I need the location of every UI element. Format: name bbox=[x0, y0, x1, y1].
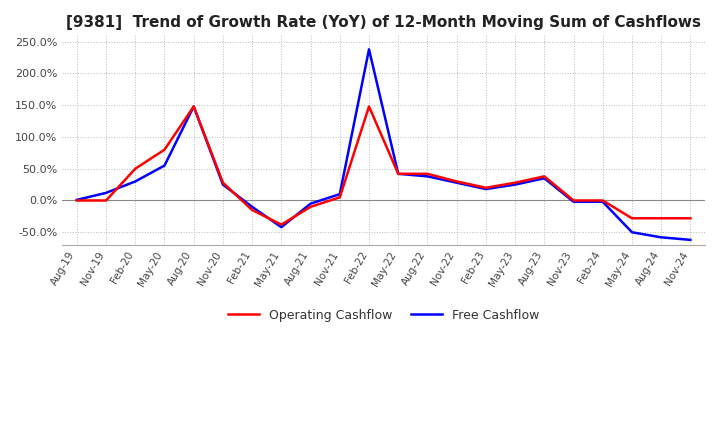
Operating Cashflow bbox=[452, 179, 461, 184]
Operating Cashflow bbox=[189, 104, 198, 109]
Operating Cashflow bbox=[306, 204, 315, 209]
Operating Cashflow bbox=[365, 104, 374, 109]
Free Cashflow bbox=[160, 163, 168, 168]
Operating Cashflow bbox=[628, 216, 636, 221]
Free Cashflow bbox=[510, 182, 519, 187]
Line: Operating Cashflow: Operating Cashflow bbox=[77, 106, 690, 225]
Free Cashflow bbox=[73, 197, 81, 202]
Free Cashflow bbox=[598, 199, 607, 205]
Operating Cashflow bbox=[540, 174, 549, 179]
Free Cashflow bbox=[219, 182, 228, 187]
Line: Free Cashflow: Free Cashflow bbox=[77, 49, 690, 240]
Operating Cashflow bbox=[394, 171, 402, 176]
Free Cashflow bbox=[277, 224, 286, 230]
Operating Cashflow bbox=[102, 198, 110, 203]
Free Cashflow bbox=[452, 180, 461, 185]
Operating Cashflow bbox=[219, 180, 228, 185]
Free Cashflow bbox=[306, 201, 315, 206]
Operating Cashflow bbox=[160, 147, 168, 152]
Free Cashflow bbox=[365, 47, 374, 52]
Free Cashflow bbox=[657, 235, 665, 240]
Operating Cashflow bbox=[510, 180, 519, 185]
Free Cashflow bbox=[570, 199, 578, 205]
Operating Cashflow bbox=[277, 222, 286, 227]
Free Cashflow bbox=[189, 104, 198, 109]
Operating Cashflow bbox=[657, 216, 665, 221]
Free Cashflow bbox=[248, 204, 256, 209]
Free Cashflow bbox=[131, 179, 140, 184]
Operating Cashflow bbox=[73, 198, 81, 203]
Operating Cashflow bbox=[423, 171, 432, 176]
Operating Cashflow bbox=[248, 207, 256, 213]
Operating Cashflow bbox=[686, 216, 695, 221]
Operating Cashflow bbox=[131, 166, 140, 171]
Operating Cashflow bbox=[482, 185, 490, 191]
Free Cashflow bbox=[394, 171, 402, 176]
Operating Cashflow bbox=[570, 198, 578, 203]
Operating Cashflow bbox=[598, 198, 607, 203]
Free Cashflow bbox=[336, 191, 344, 197]
Free Cashflow bbox=[628, 230, 636, 235]
Legend: Operating Cashflow, Free Cashflow: Operating Cashflow, Free Cashflow bbox=[222, 304, 544, 327]
Title: [9381]  Trend of Growth Rate (YoY) of 12-Month Moving Sum of Cashflows: [9381] Trend of Growth Rate (YoY) of 12-… bbox=[66, 15, 701, 30]
Free Cashflow bbox=[540, 176, 549, 181]
Free Cashflow bbox=[686, 237, 695, 242]
Free Cashflow bbox=[102, 190, 110, 195]
Free Cashflow bbox=[482, 187, 490, 192]
Operating Cashflow bbox=[336, 194, 344, 200]
Free Cashflow bbox=[423, 174, 432, 179]
